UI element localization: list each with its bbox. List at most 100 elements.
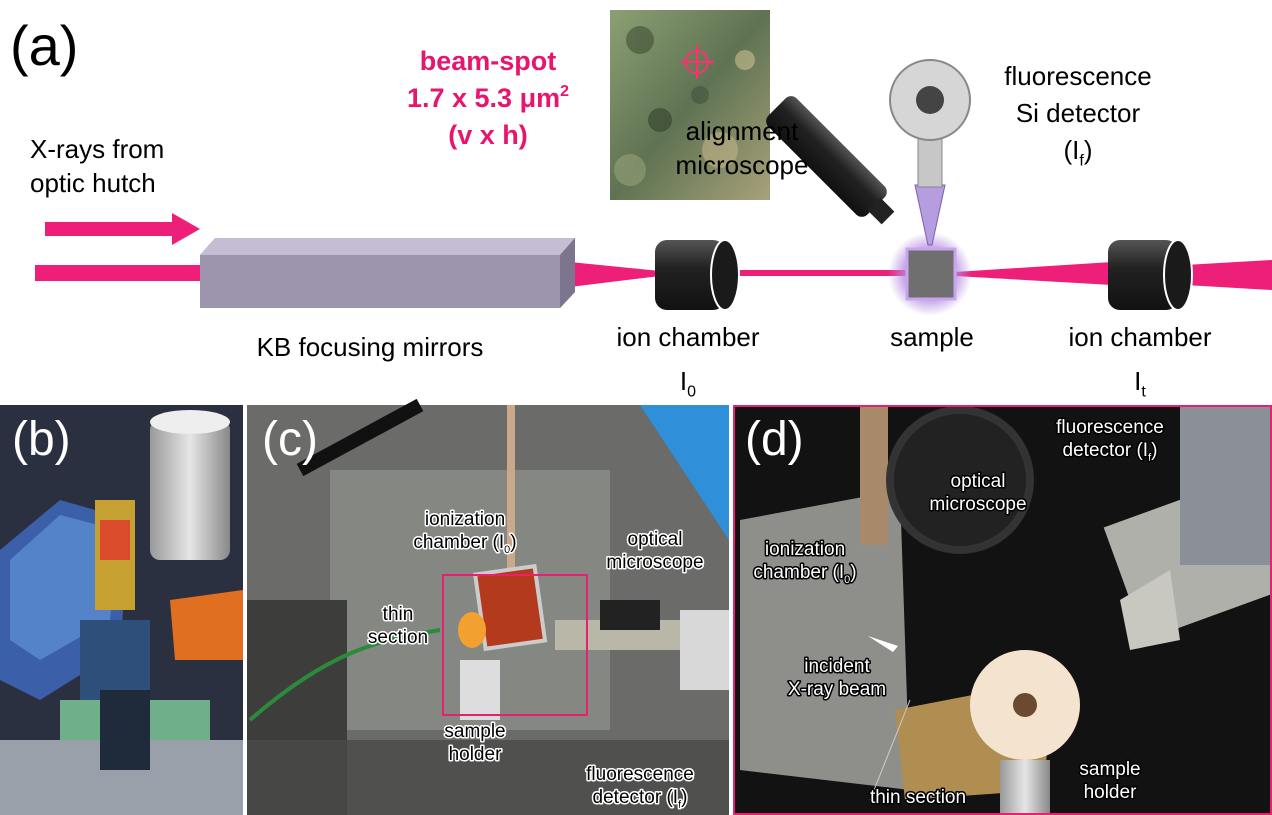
- photo-annotation-text: incident: [804, 656, 870, 677]
- photo-annotation-text: holder: [1084, 782, 1137, 803]
- photo-annotation-text: detector (I: [593, 787, 679, 808]
- shape: [614, 154, 646, 186]
- photo-annotation: optical: [628, 529, 683, 550]
- photo-annotation: sample: [444, 721, 505, 742]
- panel-label: (a): [10, 14, 78, 77]
- annotation: (If): [1063, 135, 1092, 170]
- annotation-text: I: [1134, 366, 1141, 396]
- photo-annotation-text: microscope: [929, 494, 1026, 515]
- photo-annotation-text: optical: [628, 529, 683, 550]
- photo-annotation-text: thin: [383, 604, 414, 625]
- shape: [907, 249, 955, 299]
- annotation-sub: t: [1141, 384, 1146, 401]
- annotation: X-rays from: [30, 134, 164, 164]
- shape: [918, 135, 942, 187]
- annotation-text: optic hutch: [30, 168, 156, 198]
- photo-annotation: section: [368, 627, 428, 648]
- panel-d-photo: [733, 405, 1272, 815]
- photo-annotation-text: section: [368, 627, 428, 648]
- panel-label: (c): [262, 413, 318, 466]
- photo-annotation: microscope: [929, 494, 1026, 515]
- panel-label: (d): [745, 413, 804, 466]
- photo-annotation: thin section: [870, 787, 966, 808]
- annotation-text: fluorescence: [1004, 61, 1151, 91]
- photo-annotation: holder: [1084, 782, 1137, 803]
- shape: [100, 520, 130, 560]
- annotation: fluorescence: [1004, 61, 1151, 91]
- shape: [1000, 760, 1050, 815]
- beam-spot-text: 1.7 x 5.3 μm: [407, 83, 560, 113]
- photo-annotation: fluorescence: [1056, 417, 1164, 438]
- photo-annotation: ionization: [765, 539, 845, 560]
- annotation-text: ion chamber: [616, 322, 759, 352]
- photo-annotation-text: detector (I: [1063, 440, 1149, 461]
- shape: [735, 50, 755, 70]
- photo-annotation: ionization: [425, 509, 505, 530]
- shape: [150, 410, 230, 434]
- shape: [648, 108, 672, 132]
- photo-annotation-tail: ): [681, 787, 687, 808]
- annotation: optic hutch: [30, 168, 156, 198]
- beam-spot-text: (v x h): [448, 120, 528, 150]
- photo-annotation-text: holder: [449, 744, 502, 765]
- photo-annotation-text: fluorescence: [586, 764, 694, 785]
- shape: [100, 690, 150, 770]
- shape: [35, 265, 205, 281]
- annotation-text: (I: [1063, 135, 1079, 165]
- photo-annotation: fluorescence: [586, 764, 694, 785]
- shape: [711, 240, 739, 310]
- annotation-text: microscope: [676, 150, 809, 180]
- photo-annotation: chamber (I0): [413, 532, 516, 556]
- shape: [200, 238, 575, 255]
- shape: [170, 590, 243, 660]
- page: (a) X-rays from optic hutch beam-spot 1.7 x …: [0, 0, 1272, 815]
- photo-annotation-text: chamber (I: [413, 532, 504, 553]
- panel-label: (b): [12, 413, 71, 466]
- annotation-text: I: [680, 366, 687, 396]
- photo-annotation: optical: [951, 471, 1006, 492]
- photo-annotation-text: optical: [951, 471, 1006, 492]
- shape: [730, 270, 908, 276]
- photo-annotation-text: sample: [444, 721, 505, 742]
- annotation: microscope: [676, 150, 809, 180]
- annotation-text: sample: [890, 322, 974, 352]
- annotation: ion chamber: [1068, 322, 1211, 352]
- annotation: KB focusing mirrors: [257, 332, 484, 362]
- panel-b-photo: [0, 405, 243, 815]
- beam-spot: (v x h): [448, 120, 528, 150]
- beam-spot: 1.7 x 5.3 μm2: [407, 83, 569, 113]
- shape: [458, 612, 486, 648]
- shape: [1180, 405, 1272, 565]
- shape: [600, 600, 660, 630]
- annotation-text: alignment: [686, 116, 800, 146]
- photo-annotation: thin: [383, 604, 414, 625]
- shape: [1013, 693, 1037, 717]
- annotation-text: KB focusing mirrors: [257, 332, 484, 362]
- annotation: ion chamber: [616, 322, 759, 352]
- photo-annotation-tail: ): [510, 532, 516, 553]
- annotation-text: ion chamber: [1068, 322, 1211, 352]
- annotation-text: Si detector: [1016, 98, 1141, 128]
- beam-spot: beam-spot: [420, 46, 557, 76]
- photo-annotation-text: fluorescence: [1056, 417, 1164, 438]
- shape: [1164, 240, 1192, 310]
- photo-annotation: sample: [1079, 759, 1140, 780]
- figure: (a) X-rays from optic hutch beam-spot 1.7 x …: [0, 0, 1272, 815]
- photo-annotation-text: chamber (I: [753, 562, 844, 583]
- annotation-tail: ): [1084, 135, 1093, 165]
- photo-annotation: incident: [804, 656, 870, 677]
- shape: [475, 566, 545, 649]
- photo-annotation: holder: [449, 744, 502, 765]
- beam-spot-sup: 2: [560, 83, 569, 100]
- shape: [150, 420, 230, 560]
- photo-annotation: X-ray beam: [788, 679, 886, 700]
- shape: [860, 405, 888, 545]
- photo-annotation-text: X-ray beam: [788, 679, 886, 700]
- photo-annotation-text: ionization: [425, 509, 505, 530]
- photo-annotation-text: sample: [1079, 759, 1140, 780]
- annotation: Si detector: [1016, 98, 1141, 128]
- photo-annotation-text: microscope: [606, 552, 703, 573]
- photo-annotation-tail: ): [850, 562, 856, 583]
- shape: [680, 610, 729, 690]
- shape: [460, 660, 500, 720]
